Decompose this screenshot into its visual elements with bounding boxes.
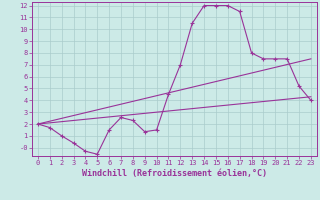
X-axis label: Windchill (Refroidissement éolien,°C): Windchill (Refroidissement éolien,°C)	[82, 169, 267, 178]
